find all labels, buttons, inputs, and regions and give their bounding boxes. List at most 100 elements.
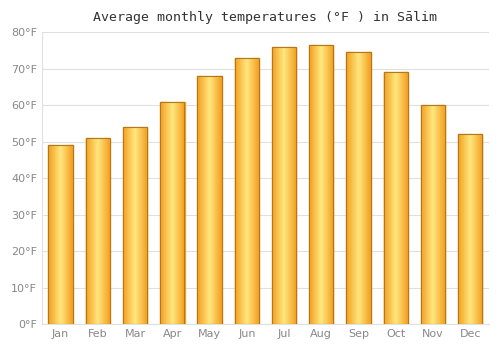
Bar	[211, 76, 212, 324]
Bar	[176, 102, 177, 324]
Bar	[323, 45, 324, 324]
Bar	[436, 105, 438, 324]
Bar	[254, 58, 255, 324]
Bar	[328, 45, 329, 324]
Bar	[272, 47, 296, 324]
Bar	[293, 47, 294, 324]
Bar	[160, 102, 184, 324]
Bar	[309, 45, 310, 324]
Bar	[289, 47, 290, 324]
Bar	[142, 127, 143, 324]
Bar	[97, 138, 98, 324]
Bar	[431, 105, 432, 324]
Bar	[427, 105, 428, 324]
Bar	[172, 102, 173, 324]
Bar	[367, 52, 368, 324]
Bar	[87, 138, 88, 324]
Bar	[105, 138, 106, 324]
Bar	[324, 45, 325, 324]
Bar	[102, 138, 103, 324]
Bar	[355, 52, 356, 324]
Bar	[466, 134, 468, 324]
Bar	[368, 52, 369, 324]
Bar	[430, 105, 432, 324]
Bar	[239, 58, 240, 324]
Bar	[246, 58, 247, 324]
Bar	[366, 52, 367, 324]
Bar	[168, 102, 170, 324]
Bar	[361, 52, 362, 324]
Bar	[279, 47, 280, 324]
Bar	[462, 134, 463, 324]
Bar	[242, 58, 244, 324]
Bar	[348, 52, 349, 324]
Bar	[72, 145, 73, 324]
Bar	[480, 134, 481, 324]
Bar	[181, 102, 182, 324]
Bar	[273, 47, 274, 324]
Bar	[245, 58, 246, 324]
Bar	[326, 45, 327, 324]
Bar	[442, 105, 443, 324]
Bar	[58, 145, 59, 324]
Bar	[212, 76, 214, 324]
Bar	[131, 127, 132, 324]
Bar	[107, 138, 108, 324]
Bar	[180, 102, 181, 324]
Bar	[59, 145, 60, 324]
Bar	[217, 76, 218, 324]
Bar	[290, 47, 291, 324]
Bar	[254, 58, 256, 324]
Bar	[478, 134, 480, 324]
Bar	[257, 58, 258, 324]
Bar	[170, 102, 171, 324]
Bar	[60, 145, 62, 324]
Bar	[128, 127, 129, 324]
Bar	[89, 138, 90, 324]
Bar	[178, 102, 179, 324]
Bar	[204, 76, 205, 324]
Bar	[237, 58, 238, 324]
Bar	[49, 145, 50, 324]
Bar	[319, 45, 320, 324]
Bar	[405, 72, 406, 324]
Bar	[317, 45, 318, 324]
Bar	[329, 45, 330, 324]
Bar	[162, 102, 164, 324]
Bar	[282, 47, 283, 324]
Bar	[256, 58, 257, 324]
Bar	[136, 127, 137, 324]
Bar	[468, 134, 469, 324]
Bar	[474, 134, 475, 324]
Bar	[314, 45, 316, 324]
Bar	[432, 105, 433, 324]
Bar	[286, 47, 287, 324]
Bar	[92, 138, 93, 324]
Bar	[481, 134, 482, 324]
Bar	[249, 58, 250, 324]
Bar	[356, 52, 357, 324]
Bar	[215, 76, 216, 324]
Bar	[127, 127, 128, 324]
Bar	[100, 138, 101, 324]
Bar	[461, 134, 462, 324]
Bar	[207, 76, 208, 324]
Bar	[202, 76, 203, 324]
Bar	[395, 72, 396, 324]
Bar	[163, 102, 164, 324]
Bar	[442, 105, 444, 324]
Bar	[287, 47, 288, 324]
Bar	[98, 138, 99, 324]
Bar	[458, 134, 482, 324]
Bar	[206, 76, 207, 324]
Bar	[429, 105, 430, 324]
Bar	[422, 105, 424, 324]
Bar	[391, 72, 392, 324]
Bar	[244, 58, 245, 324]
Bar	[70, 145, 71, 324]
Bar	[399, 72, 400, 324]
Bar	[51, 145, 52, 324]
Bar	[66, 145, 68, 324]
Bar	[444, 105, 445, 324]
Bar	[346, 52, 347, 324]
